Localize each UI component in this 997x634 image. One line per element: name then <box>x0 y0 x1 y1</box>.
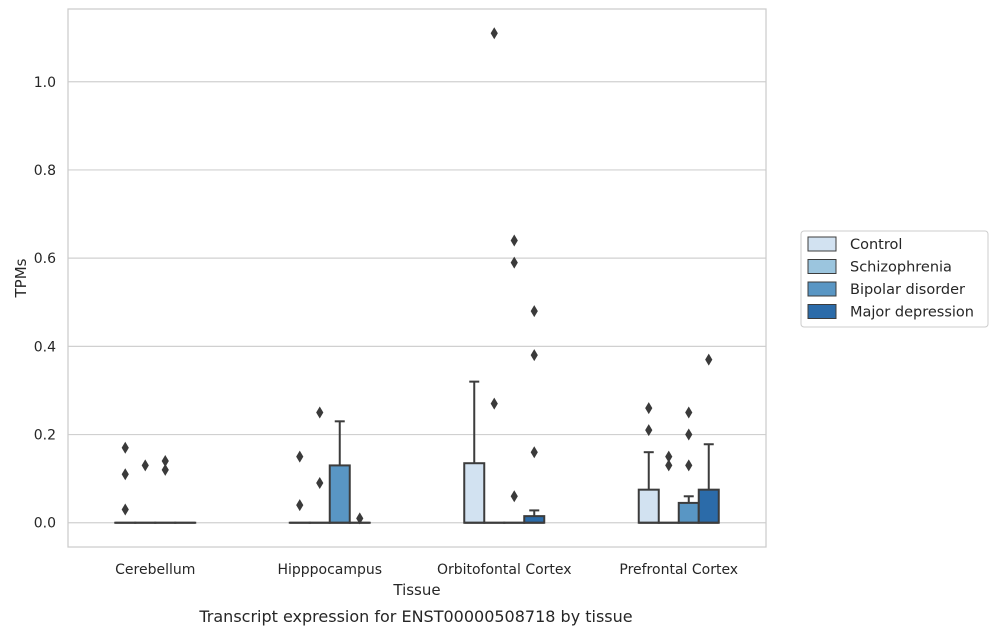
y-axis-ticks: 0.0 0.2 0.4 0.6 0.8 1.0 <box>34 75 56 532</box>
x-tick-label: Cerebellum <box>115 562 195 578</box>
outlier-point <box>685 459 693 472</box>
outlier-point <box>490 397 498 410</box>
x-tick-label: Prefrontal Cortex <box>619 562 738 578</box>
outlier-point <box>705 353 713 366</box>
x-axis-ticks: Cerebellum Hipppocampus Orbitofontal Corte… <box>115 562 738 578</box>
box <box>637 488 660 524</box>
outlier-point <box>645 424 653 437</box>
outlier-point <box>510 256 518 269</box>
legend-swatch <box>807 236 837 252</box>
box <box>328 464 351 524</box>
legend-items: Control Schizophrenia Bipolar disorder Majo… <box>807 236 974 321</box>
outlier-point <box>665 459 673 472</box>
outlier-point <box>685 428 693 441</box>
outlier-point <box>665 450 673 463</box>
outlier-point <box>530 446 538 459</box>
outlier-point <box>490 27 498 40</box>
legend-label: Schizophrenia <box>850 260 952 276</box>
outlier-point <box>141 459 149 472</box>
legend-swatch <box>807 304 837 319</box>
outliers <box>121 27 713 525</box>
outlier-point <box>121 503 129 516</box>
y-tick-label: 0.8 <box>34 163 56 179</box>
y-axis-label: TPMs <box>12 258 30 298</box>
outlier-point <box>296 499 304 512</box>
x-tick-label: Hipppocampus <box>277 562 382 578</box>
box <box>463 462 486 524</box>
outlier-point <box>510 234 518 247</box>
y-tick-label: 0.6 <box>34 251 56 267</box>
outlier-point <box>121 468 129 481</box>
y-tick-label: 1.0 <box>34 75 56 91</box>
box <box>677 501 700 524</box>
x-tick-label: Orbitofontal Cortex <box>437 562 572 578</box>
y-tick-label: 0.4 <box>34 339 56 355</box>
outlier-point <box>356 512 364 525</box>
legend: Control Schizophrenia Bipolar disorder Majo… <box>800 230 989 328</box>
legend-swatch <box>807 281 837 297</box>
outlier-point <box>510 490 518 503</box>
x-axis-label: Tissue <box>392 581 440 599</box>
outlier-point <box>316 406 324 419</box>
plot-area-frame <box>67 8 767 548</box>
outlier-point <box>316 477 324 490</box>
grid-lines <box>68 81 766 524</box>
legend-label: Control <box>850 237 902 253</box>
legend-swatch <box>807 259 837 274</box>
legend-label: Bipolar disorder <box>850 282 965 298</box>
outlier-point <box>296 450 304 463</box>
legend-label: Major depression <box>850 305 974 321</box>
outlier-point <box>161 455 169 468</box>
boxes <box>114 380 720 524</box>
outlier-point <box>645 402 653 415</box>
outlier-point <box>685 406 693 419</box>
outlier-point <box>530 349 538 362</box>
box <box>697 488 720 524</box>
y-tick-label: 0.2 <box>34 428 56 444</box>
chart-caption: Transcript expression for ENST0000050871… <box>198 607 632 626</box>
outlier-point <box>121 441 129 454</box>
outlier-point <box>161 463 169 476</box>
outlier-point <box>530 305 538 318</box>
y-tick-label: 0.0 <box>34 516 56 532</box>
legend-frame <box>800 230 989 328</box>
